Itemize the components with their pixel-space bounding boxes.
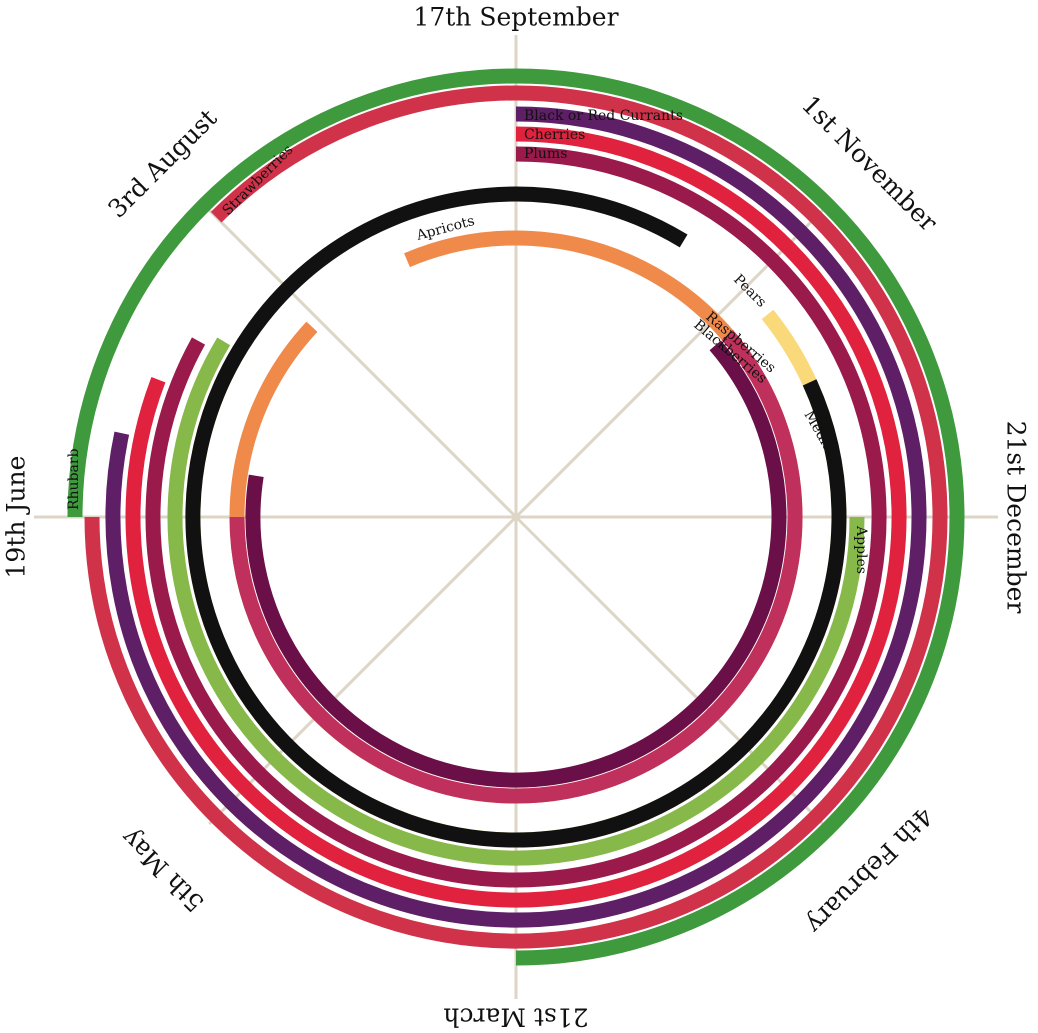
arc-strawberries <box>84 85 948 949</box>
label-rhubarb: Rhubarb <box>66 448 82 510</box>
arc-plums <box>145 146 887 888</box>
label-pears: Pears <box>730 272 769 311</box>
date-label-19th-june: 19th June <box>2 456 31 579</box>
axis-lines <box>34 35 998 999</box>
arc-black-or-red-currants <box>105 106 927 928</box>
arc-rhubarb <box>67 68 965 966</box>
label-black-or-red-currants: Black or Red Currants <box>524 108 683 124</box>
axis-line-3rd-august <box>208 209 518 519</box>
label-apples: Apples <box>853 525 869 574</box>
label-cherries: Cherries <box>524 127 585 143</box>
arc-blackberries <box>245 340 787 788</box>
harvest-arcs <box>67 68 965 966</box>
date-label-17th-september: 17th September <box>413 3 618 32</box>
date-label-21st-december: 21st December <box>1002 421 1031 614</box>
arc-raspberries <box>229 330 803 804</box>
arc-medlars <box>185 186 847 848</box>
arc-cherries <box>125 126 907 908</box>
date-label-21st-march: 21st March <box>443 1003 588 1032</box>
date-label-5th-may: 5th May <box>115 823 210 918</box>
label-plums: Plums <box>524 146 567 162</box>
arc-apples <box>167 337 865 866</box>
